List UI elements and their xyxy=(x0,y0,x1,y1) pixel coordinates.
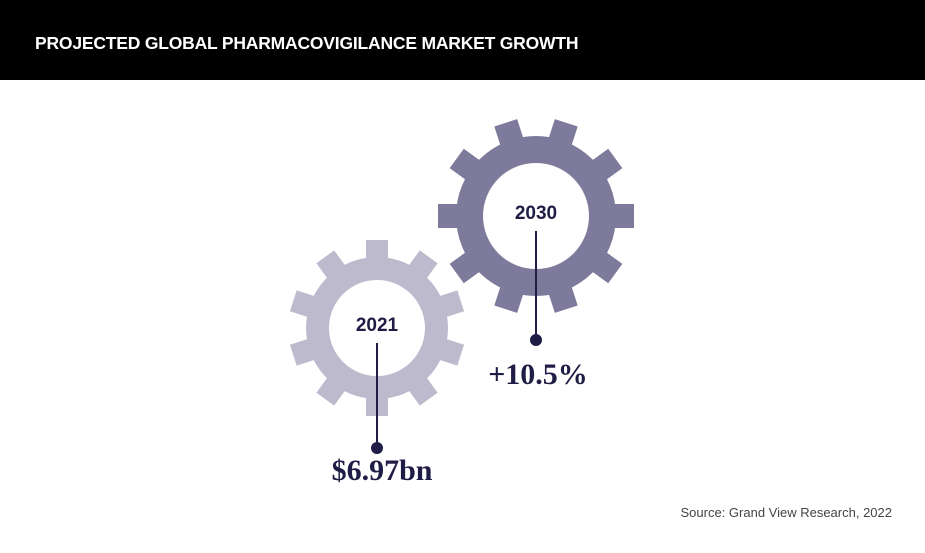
connector-dot-2021 xyxy=(371,442,383,454)
value-label-2030: +10.5% xyxy=(488,358,588,391)
year-label-2021: 2021 xyxy=(355,315,399,336)
page-title: PROJECTED GLOBAL PHARMACOVIGILANCE MARKE… xyxy=(35,33,579,53)
header-bar: PROJECTED GLOBAL PHARMACOVIGILANCE MARKE… xyxy=(0,0,925,80)
gear-hole xyxy=(329,280,425,376)
gear-2030-icon xyxy=(438,119,634,313)
value-label-2021: $6.97bn xyxy=(331,454,433,487)
gear-2021-icon xyxy=(289,240,465,416)
source-note: Source: Grand View Research, 2022 xyxy=(680,505,893,520)
connector-dot-2030 xyxy=(530,334,542,346)
gear-hole xyxy=(483,163,589,269)
year-label-2030: 2030 xyxy=(514,203,558,224)
